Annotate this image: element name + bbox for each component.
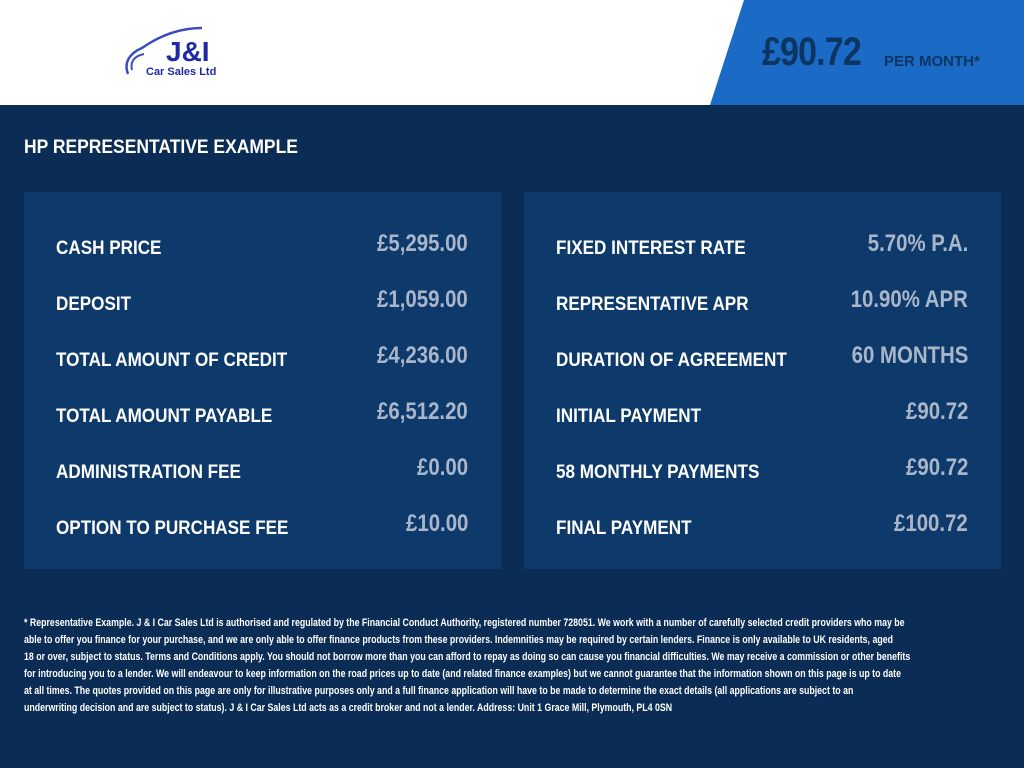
header: J&I Car Sales Ltd £90.72 PER MONTH* [0, 0, 1024, 105]
monthly-price: £90.72 [762, 30, 862, 74]
finance-row: OPTION TO PURCHASE FEE £10.00 [56, 510, 468, 540]
row-label: FIXED INTEREST RATE [556, 238, 746, 259]
disclaimer-line: at all times. The quotes provided on thi… [24, 685, 854, 697]
disclaimer-line: for introducing you to a lender. We will… [24, 668, 902, 680]
row-label: OPTION TO PURCHASE FEE [56, 518, 289, 539]
row-value: £10.00 [405, 510, 468, 537]
finance-row: TOTAL AMOUNT PAYABLE £6,512.20 [56, 398, 468, 428]
row-label: 58 MONTHLY PAYMENTS [556, 462, 760, 483]
logo-text: J&I [166, 36, 210, 67]
row-value: 10.90% APR [850, 286, 968, 313]
disclaimer-line: 18 or over, subject to status. Terms and… [24, 651, 911, 663]
row-value: £6,512.20 [377, 398, 468, 425]
row-label: TOTAL AMOUNT OF CREDIT [56, 350, 288, 371]
logo-subtext: Car Sales Ltd [146, 66, 217, 78]
monthly-price-badge: £90.72 PER MONTH* [710, 0, 1024, 105]
disclaimer-line: * Representative Example. J & I Car Sale… [24, 617, 905, 629]
finance-row: FIXED INTEREST RATE 5.70% P.A. [556, 230, 968, 260]
finance-row: ADMINISTRATION FEE £0.00 [56, 454, 468, 484]
finance-row: DURATION OF AGREEMENT 60 MONTHS [556, 342, 968, 372]
left-panel: CASH PRICE £5,295.00 DEPOSIT £1,059.00 TOTAL… [24, 192, 501, 569]
disclaimer-line: underwriting decision and are subject to… [24, 702, 673, 714]
right-panel: FIXED INTEREST RATE 5.70% P.A. REPRESENTAT… [524, 192, 1001, 569]
row-label: DEPOSIT [56, 294, 132, 315]
row-value: £100.72 [894, 510, 968, 537]
finance-row: INITIAL PAYMENT £90.72 [556, 398, 968, 428]
row-label: CASH PRICE [56, 238, 162, 259]
finance-row: 58 MONTHLY PAYMENTS £90.72 [556, 454, 968, 484]
finance-row: CASH PRICE £5,295.00 [56, 230, 468, 260]
per-month-label: PER MONTH* [884, 53, 980, 70]
row-label: INITIAL PAYMENT [556, 406, 702, 427]
row-value: £1,059.00 [377, 286, 468, 313]
row-value: 60 MONTHS [851, 342, 968, 369]
disclaimer: * Representative Example. J & I Car Sale… [24, 615, 910, 717]
row-label: DURATION OF AGREEMENT [556, 350, 787, 371]
logo[interactable]: J&I Car Sales Ltd [122, 24, 232, 80]
finance-row: TOTAL AMOUNT OF CREDIT £4,236.00 [56, 342, 468, 372]
row-value: £4,236.00 [377, 342, 468, 369]
row-value: £90.72 [905, 454, 968, 481]
row-value: £90.72 [905, 398, 968, 425]
row-value: 5.70% P.A. [867, 230, 968, 257]
row-label: TOTAL AMOUNT PAYABLE [56, 406, 273, 427]
finance-row: FINAL PAYMENT £100.72 [556, 510, 968, 540]
row-label: ADMINISTRATION FEE [56, 462, 241, 483]
row-value: £5,295.00 [377, 230, 468, 257]
car-outline-icon [125, 26, 203, 75]
finance-row: DEPOSIT £1,059.00 [56, 286, 468, 316]
disclaimer-line: able to offer you finance for your purch… [24, 634, 893, 646]
finance-row: REPRESENTATIVE APR 10.90% APR [556, 286, 968, 316]
row-label: REPRESENTATIVE APR [556, 294, 749, 315]
section-title: HP REPRESENTATIVE EXAMPLE [24, 137, 298, 158]
row-value: £0.00 [416, 454, 468, 481]
row-label: FINAL PAYMENT [556, 518, 692, 539]
